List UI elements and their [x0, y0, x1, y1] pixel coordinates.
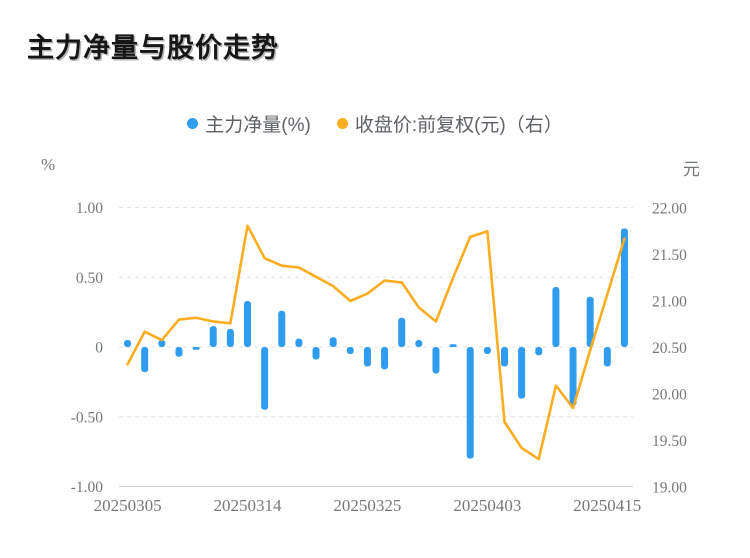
bar-20250408[interactable] — [518, 347, 526, 399]
right-axis-tick-label: 19.00 — [652, 480, 687, 497]
bar-20250328[interactable] — [415, 340, 423, 347]
right-axis-tick-label: 22.00 — [652, 201, 687, 218]
x-axis-tick-label: 20250314 — [214, 496, 283, 515]
bar-20250326[interactable] — [381, 347, 389, 370]
bar-20250409[interactable] — [535, 347, 543, 356]
legend-dot-line-series-icon — [336, 118, 348, 129]
left-axis-tick-label: -0.50 — [71, 409, 104, 426]
bar-20250321[interactable] — [329, 337, 337, 347]
bar-20250327[interactable] — [398, 317, 406, 347]
bar-20250414[interactable] — [586, 296, 594, 347]
legend-item-main-net-volume[interactable]: 主力净量(%) — [187, 110, 311, 137]
bar-20250311[interactable] — [192, 347, 200, 350]
bar-20250331[interactable] — [432, 347, 440, 374]
bar-20250410[interactable] — [552, 287, 560, 347]
bar-20250317[interactable] — [261, 347, 269, 410]
bar-20250401[interactable] — [449, 344, 457, 347]
bar-20250403[interactable] — [483, 347, 491, 354]
legend-item-close-price[interactable]: 收盘价:前复权(元)（右） — [336, 110, 563, 137]
x-axis-tick-label: 20250403 — [453, 496, 521, 515]
right-axis-tick-label: 19.50 — [652, 433, 687, 450]
close-price-line[interactable] — [126, 224, 626, 461]
bar-20250416[interactable] — [620, 228, 628, 347]
legend-label-line-series: 收盘价:前复权(元)（右） — [354, 115, 563, 136]
bar-20250411[interactable] — [569, 347, 577, 406]
legend-label-bar-series: 主力净量(%) — [205, 115, 311, 136]
bar-20250407[interactable] — [501, 347, 508, 367]
right-axis-tick-label: 20.50 — [652, 340, 687, 357]
right-axis-tick-label: 21.50 — [652, 247, 687, 264]
bar-20250305[interactable] — [124, 340, 132, 347]
bar-20250310[interactable] — [175, 347, 183, 357]
left-axis-tick-label: 0 — [95, 340, 103, 357]
bar-20250324[interactable] — [346, 347, 354, 354]
bar-20250320[interactable] — [312, 347, 320, 360]
left-axis-tick-label: -1.00 — [71, 479, 104, 496]
left-axis-unit: % — [41, 155, 56, 174]
bar-20250313[interactable] — [226, 328, 234, 347]
x-axis-tick-label: 20250305 — [94, 496, 162, 515]
bar-20250402[interactable] — [466, 347, 474, 459]
legend-dot-bar-series-icon — [187, 118, 199, 129]
x-axis-tick-label: 20250415 — [573, 496, 641, 515]
bar-20250319[interactable] — [295, 338, 303, 347]
right-axis-unit: 元 — [683, 160, 700, 179]
chart-legend: 主力净量(%) 收盘价:前复权(元)（右） — [0, 110, 750, 137]
bar-20250312[interactable] — [209, 326, 217, 347]
bar-20250306[interactable] — [141, 347, 149, 373]
bar-20250307[interactable] — [158, 340, 166, 347]
left-axis-tick-label: 0.50 — [76, 270, 103, 287]
bar-20250318[interactable] — [278, 310, 286, 347]
page-title: 主力净量与股价走势 — [27, 33, 279, 63]
bar-20250415[interactable] — [603, 347, 611, 367]
x-axis-tick-label: 20250325 — [333, 496, 401, 515]
left-axis-tick-label: 1.00 — [76, 200, 103, 217]
right-axis-tick-label: 21.00 — [652, 294, 687, 311]
bar-20250314[interactable] — [244, 300, 251, 347]
right-axis-tick-label: 20.00 — [652, 387, 687, 404]
bar-20250325[interactable] — [363, 347, 371, 367]
